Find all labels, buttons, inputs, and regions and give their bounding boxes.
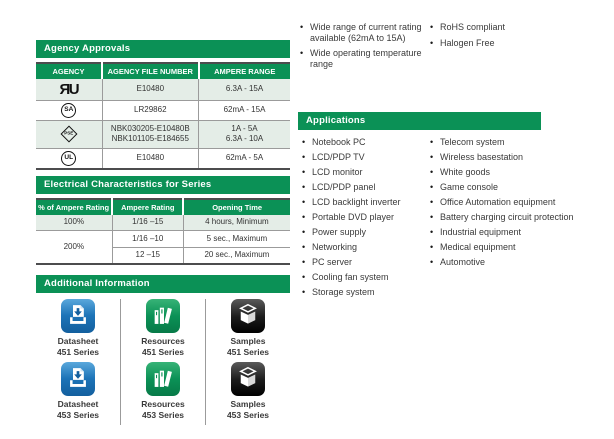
datasheet-column: Datasheet 451 Series Datasheet 453 Serie… (36, 298, 121, 426)
opening-time: 5 sec., Maximum (182, 230, 290, 248)
electrical-characteristics-table: % of Ampere Rating Ampere Rating Opening… (36, 197, 290, 265)
application-item: Office Automation equipment (428, 197, 580, 208)
tile-label: Datasheet 451 Series (56, 335, 100, 357)
features-list-left: Wide range of current rating available (… (298, 22, 424, 74)
percent-rating: 100% (36, 214, 113, 232)
application-item: White goods (428, 167, 580, 178)
resources-books-icon (146, 362, 180, 397)
samples-box-icon (230, 298, 265, 333)
table-row: UL E10480 62mA - 5A (36, 148, 290, 169)
left-column: Agency Approvals AGENCY AGENCY FILE NUMB… (36, 40, 290, 426)
resources-column: Resources 451 Series Resources 453 Serie… (121, 298, 206, 426)
resources-451-link[interactable]: Resources 451 Series (141, 298, 185, 357)
resources-453-link[interactable]: Resources 453 Series (141, 362, 185, 420)
additional-info-grid: Datasheet 451 Series Datasheet 453 Serie… (36, 298, 290, 426)
feature-item: Wide range of current rating available (… (298, 22, 424, 43)
application-item: Power supply (300, 227, 428, 238)
application-item: Telecom system (428, 137, 580, 148)
application-item: Wireless basestation (428, 152, 580, 163)
column-header-ampere-range: AMPERE RANGE (197, 63, 290, 79)
section-header-additional-information: Additional Information (36, 274, 290, 293)
ampere-range: 1A - 5A 6.3A - 10A (198, 120, 290, 149)
agency-table-header-row: AGENCY AGENCY FILE NUMBER AMPERE RANGE (36, 63, 290, 79)
csa-mark-icon: SA (61, 103, 77, 118)
application-item: Notebook PC (300, 137, 428, 148)
application-item: LCD/PDP panel (300, 182, 428, 193)
percent-rating: 200% (36, 230, 113, 265)
samples-451-link[interactable]: Samples 451 Series (226, 298, 270, 357)
table-row: 200% 1/16 –10 5 sec., Maximum (36, 230, 290, 265)
opening-time: 20 sec., Maximum (182, 247, 290, 264)
column-header-opening-time: Opening Time (182, 198, 290, 215)
samples-column: Samples 451 Series Samples 453 Series (206, 298, 290, 426)
applications-section: Applications Notebook PC LCD/PDP TV LCD … (298, 112, 580, 302)
ul-recognized-component-icon: ЯU (59, 81, 79, 98)
ampere-range: 62mA - 5A (198, 148, 290, 169)
agency-approvals-table: AGENCY AGENCY FILE NUMBER AMPERE RANGE Я… (36, 62, 290, 170)
resources-books-icon (146, 298, 180, 333)
application-item: Networking (300, 242, 428, 253)
datasheet-download-icon (60, 298, 95, 333)
feature-item: Halogen Free (428, 38, 580, 49)
ampere-range: 6.3A - 15A (198, 79, 290, 101)
column-header-agency: AGENCY (36, 63, 103, 79)
samples-453-link[interactable]: Samples 453 Series (227, 362, 269, 420)
pse-mark-icon: PSE (60, 125, 78, 143)
column-header-ampere-rating: Ampere Rating (111, 198, 184, 215)
applications-list-right: Telecom system Wireless basestation Whit… (428, 137, 580, 302)
features-section: Wide range of current rating available (… (298, 22, 580, 74)
application-item: Battery charging circuit protection (428, 212, 580, 223)
datasheet-453-link[interactable]: Datasheet 453 Series (57, 362, 99, 420)
datasheet-451-link[interactable]: Datasheet 451 Series (56, 298, 100, 357)
section-header-electrical-characteristics: Electrical Characteristics for Series (36, 175, 290, 194)
feature-item: Wide operating temperature range (298, 48, 424, 69)
feature-text: RoHS compliant (440, 22, 506, 32)
pse-mark-text: PSE (64, 131, 74, 137)
column-header-percent-ampere-rating: % of Ampere Rating (36, 198, 113, 215)
application-item: LCD monitor (300, 167, 428, 178)
application-item: Industrial equipment (428, 227, 580, 238)
column-header-agency-file-number: AGENCY FILE NUMBER (101, 63, 199, 79)
tile-label: Samples 451 Series (226, 335, 270, 357)
table-row: ЯU E10480 6.3A - 15A (36, 79, 290, 101)
samples-box-icon (230, 362, 265, 397)
features-list-right: RoHS compliant Halogen Free (424, 22, 580, 74)
ampere-rating: 1/16 –10 (111, 230, 184, 248)
table-row: 100% 1/16 –15 4 hours, Minimum (36, 214, 290, 232)
agency-file-number: E10480 (101, 79, 199, 101)
tile-label: Samples 453 Series (226, 399, 270, 420)
application-item: Game console (428, 182, 580, 193)
table-row: SA LR29862 62mA - 15A (36, 100, 290, 121)
agency-file-number: LR29862 (101, 100, 199, 121)
agency-file-number: NBK030205-E10480B NBK101105-E184655 (101, 120, 199, 149)
table-row: PSE NBK030205-E10480B NBK101105-E184655 … (36, 120, 290, 149)
application-item: Cooling fan system (300, 272, 428, 283)
application-item: LCD backlight inverter (300, 197, 428, 208)
ul-listed-mark-icon: UL (61, 150, 77, 166)
table-row: 12 –15 20 sec., Maximum (36, 247, 290, 264)
application-item: PC server (300, 257, 428, 268)
section-header-agency-approvals: Agency Approvals (36, 40, 290, 58)
application-item: Portable DVD player (300, 212, 428, 223)
tile-label: Datasheet 453 Series (56, 399, 100, 420)
ampere-range: 62mA - 15A (198, 100, 290, 121)
applications-list-left: Notebook PC LCD/PDP TV LCD monitor LCD/P… (300, 137, 428, 302)
feature-item: RoHS compliant (428, 22, 580, 33)
ampere-rating: 1/16 –15 (111, 214, 184, 232)
application-item: LCD/PDP TV (300, 152, 428, 163)
application-item: Automotive (428, 257, 580, 268)
application-item: Medical equipment (428, 242, 580, 253)
agency-file-number: E10480 (101, 148, 199, 169)
ampere-rating: 12 –15 (111, 247, 184, 264)
tile-label: Resources 453 Series (141, 399, 185, 420)
opening-time: 4 hours, Minimum (182, 214, 290, 232)
electrical-table-header-row: % of Ampere Rating Ampere Rating Opening… (36, 198, 290, 215)
tile-label: Resources 451 Series (141, 335, 185, 357)
datasheet-download-icon (60, 362, 95, 397)
section-header-applications: Applications (298, 112, 541, 130)
application-item: Storage system (300, 287, 428, 298)
